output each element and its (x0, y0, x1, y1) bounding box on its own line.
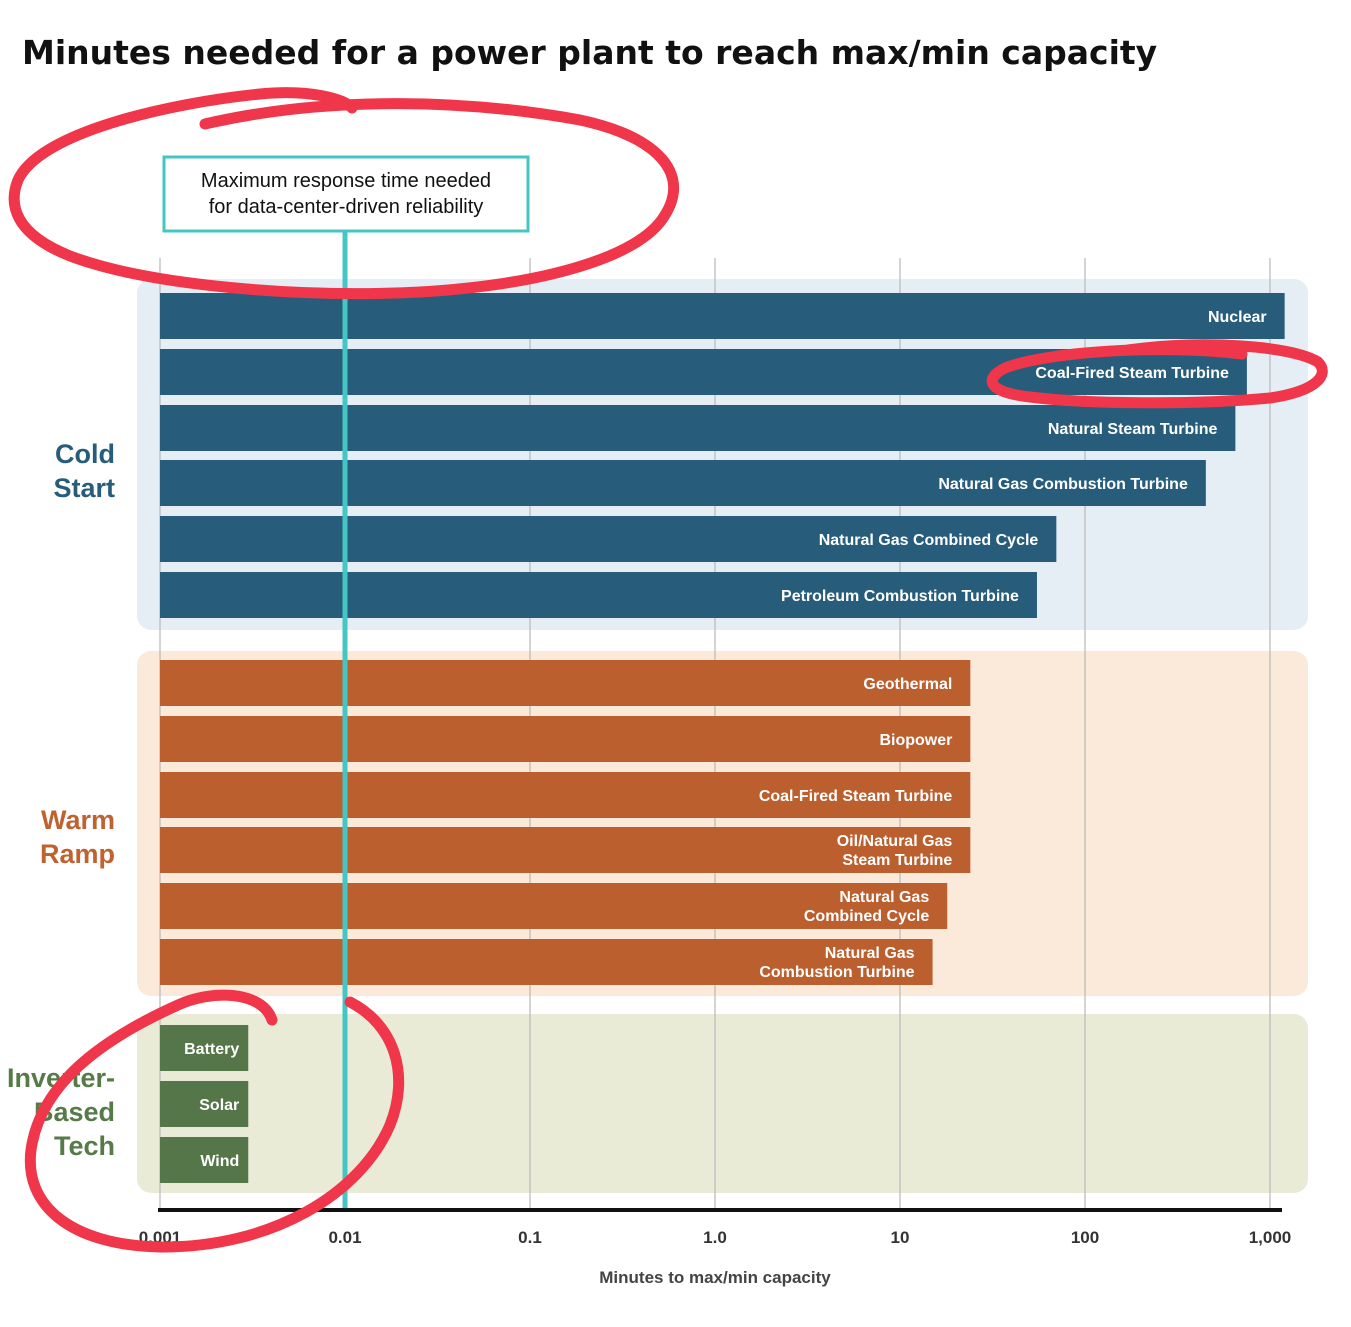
chart-title: Minutes needed for a power plant to reac… (22, 33, 1157, 72)
x-tick-label-6: 1,000 (1249, 1228, 1292, 1247)
group-label-cold-start: Cold Start (53, 439, 115, 503)
group-panel-inverter-based-tech (137, 1014, 1308, 1193)
bar-label-cold-start-natural-gas-combustion-turbine: Natural Gas Combustion Turbine (938, 476, 1188, 493)
bar-label-inverter-based-tech-wind: Wind (200, 1153, 239, 1170)
x-axis: 0.001 0.01 0.1 1.0 10 100 1,000 (139, 1208, 1292, 1247)
bar-label-inverter-based-tech-battery: Battery (184, 1041, 239, 1058)
x-tick-label-4: 10 (891, 1228, 910, 1247)
bar-label-cold-start-natural-gas-combined-cycle: Natural Gas Combined Cycle (819, 532, 1039, 549)
bar-warm-ramp-oil-natural-gas-steam-turbine (160, 827, 971, 873)
bar-warm-ramp-natural-gas-combined-cycle (160, 883, 948, 929)
bar-cold-start-natural-steam-turbine (160, 405, 1236, 451)
hand-drawn-annotations (8, 87, 1328, 1253)
bar-label-warm-ramp-natural-gas-combined-cycle: Natural Gas Combined Cycle (804, 889, 929, 925)
bar-label-warm-ramp-natural-gas-combustion-turbine: Natural Gas Combustion Turbine (759, 945, 914, 981)
bar-warm-ramp-natural-gas-combustion-turbine (160, 939, 933, 985)
bar-warm-ramp-coal-fired-steam-turbine (160, 772, 971, 818)
x-tick-label-5: 100 (1071, 1228, 1099, 1247)
bar-label-inverter-based-tech-solar: Solar (199, 1097, 239, 1114)
bar-label-cold-start-coal-fired-steam-turbine: Coal-Fired Steam Turbine (1035, 365, 1229, 382)
reference-label-box (162, 155, 530, 233)
bar-cold-start-natural-gas-combined-cycle (160, 516, 1057, 562)
annotation-ellipse-inverter (24, 989, 405, 1253)
bar-cold-start-nuclear (160, 293, 1285, 339)
bar-label-cold-start-petroleum-combustion-turbine: Petroleum Combustion Turbine (781, 588, 1019, 605)
bar-label-warm-ramp-geothermal: Geothermal (863, 676, 952, 693)
bar-warm-ramp-biopower (160, 716, 971, 762)
bar-cold-start-petroleum-combustion-turbine (160, 572, 1037, 618)
x-axis-title: Minutes to max/min capacity (599, 1268, 831, 1287)
x-tick-label-2: 0.1 (518, 1228, 542, 1247)
bar-label-cold-start-natural-steam-turbine: Natural Steam Turbine (1048, 421, 1218, 438)
bar-cold-start-natural-gas-combustion-turbine (160, 460, 1206, 506)
x-tick-label-1: 0.01 (328, 1228, 361, 1247)
reference-line-group: Maximum response time needed for data-cen… (162, 155, 530, 1208)
bar-inverter-based-tech-wind (160, 1137, 249, 1183)
reference-label: Maximum response time needed for data-cen… (201, 170, 491, 218)
bar-warm-ramp-geothermal (160, 660, 971, 706)
annotation-ellipse-top (8, 87, 680, 299)
bar-inverter-based-tech-solar (160, 1081, 249, 1127)
group-label-warm-ramp: Warm Ramp (40, 805, 115, 869)
annotation-ellipse-coal (986, 339, 1328, 409)
bar-label-warm-ramp-oil-natural-gas-steam-turbine: Oil/Natural Gas Steam Turbine (837, 833, 953, 869)
bar-label-warm-ramp-biopower: Biopower (879, 732, 952, 749)
bar-label-cold-start-nuclear: Nuclear (1208, 309, 1267, 326)
x-tick-label-3: 1.0 (703, 1228, 727, 1247)
bar-label-warm-ramp-coal-fired-steam-turbine: Coal-Fired Steam Turbine (759, 788, 953, 805)
bar-inverter-based-tech-battery (160, 1025, 249, 1071)
